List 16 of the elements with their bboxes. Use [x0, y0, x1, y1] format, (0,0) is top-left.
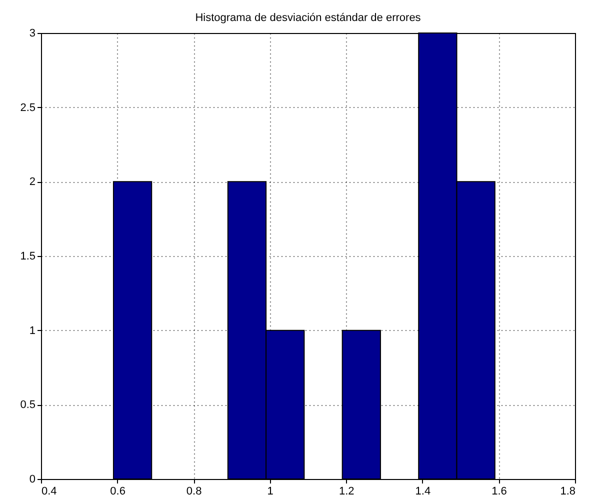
y-tick-label: 0 — [29, 474, 36, 486]
x-tick-label: 0.8 — [186, 486, 202, 498]
y-tick-label: 1 — [29, 324, 36, 337]
y-tick-label: 2.5 — [20, 102, 36, 114]
y-tick-label: 0.5 — [20, 399, 36, 412]
x-tick-label: 0.6 — [110, 486, 126, 498]
x-tick-label: 1 — [267, 486, 274, 498]
x-tick-label: 1.6 — [492, 486, 507, 498]
y-tick-label: 3 — [29, 28, 36, 40]
chart-title: Histograma de desviación estándar de errores — [195, 12, 422, 24]
y-tick-label: 2 — [29, 176, 36, 188]
x-tick-label: 1.2 — [338, 486, 354, 498]
x-tick-label: 1.8 — [560, 486, 576, 498]
x-tick-label: 1.4 — [415, 486, 431, 498]
y-tick-label: 1.5 — [20, 250, 36, 262]
x-tick-label: 0.4 — [42, 486, 57, 498]
